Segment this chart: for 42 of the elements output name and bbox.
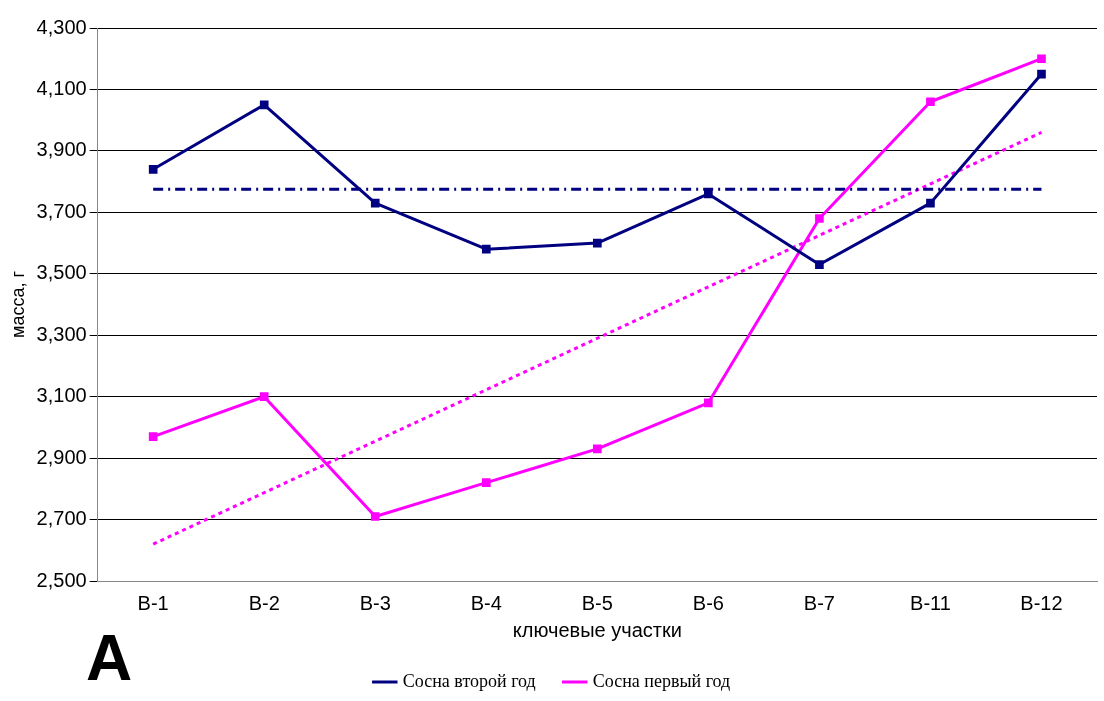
point	[593, 238, 602, 248]
point	[704, 189, 713, 199]
y-tick-label: 2,500	[36, 568, 87, 591]
y-tick-label: 3,300	[36, 322, 87, 345]
legend-label: Сосна второй год	[402, 670, 536, 691]
x-tick-label: В-3	[359, 591, 391, 614]
y-tick-label: 3,900	[36, 138, 87, 161]
point	[704, 398, 713, 408]
x-axis-title: ключевые участки	[512, 618, 682, 641]
point	[1037, 54, 1046, 64]
y-tick-label: 2,700	[36, 507, 87, 530]
y-tick-label: 4,300	[36, 15, 87, 38]
point	[148, 432, 158, 441]
y-tick-label: 3,500	[36, 261, 87, 284]
y-axis-title: масса, г	[7, 270, 28, 338]
x-tick-label: В-1	[137, 591, 169, 614]
point	[370, 198, 380, 208]
x-tick-label: В-2	[248, 591, 280, 614]
x-tick-label: В-7	[803, 591, 835, 614]
x-tick-label: В-4	[470, 591, 502, 614]
point	[1037, 69, 1046, 79]
point	[259, 392, 269, 401]
legend-label: Сосна первый год	[592, 670, 731, 691]
y-tick-label: 3,700	[36, 199, 87, 222]
point	[815, 260, 824, 269]
x-tick-label: В-5	[581, 591, 613, 614]
x-tick-label: В-6	[692, 591, 724, 614]
point	[926, 97, 935, 107]
x-tick-label: В-12	[1020, 591, 1063, 614]
point	[593, 444, 602, 454]
point	[370, 512, 380, 521]
point	[259, 100, 269, 110]
y-tick-label: 3,100	[36, 384, 87, 407]
point	[481, 244, 491, 254]
text: А	[86, 622, 133, 694]
y-tick-label: 4,100	[36, 76, 87, 99]
point	[926, 198, 935, 208]
y-tick-label: 2,900	[36, 445, 87, 468]
point	[815, 214, 824, 223]
x-tick-label: В-11	[910, 591, 951, 614]
point	[481, 478, 491, 488]
point	[148, 164, 158, 174]
